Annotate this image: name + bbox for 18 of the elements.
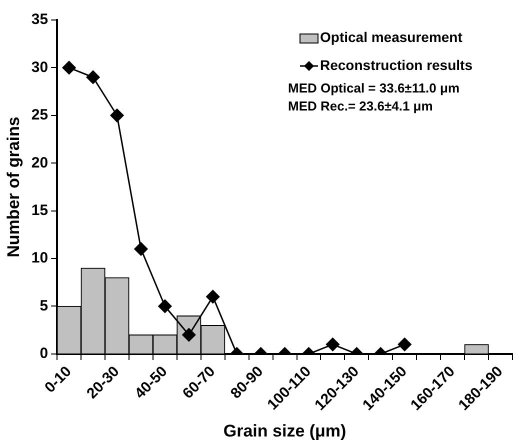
x-axis-title: Grain size (μm) <box>223 421 346 440</box>
y-tick-label: 30 <box>31 58 48 76</box>
y-tick-label: 20 <box>31 154 48 172</box>
y-tick-label: 5 <box>40 297 48 314</box>
annotation: MED Rec.= 23.6±4.1 μm <box>288 98 433 114</box>
point <box>62 60 76 74</box>
y-tick-label: 25 <box>31 106 48 124</box>
point <box>110 108 124 122</box>
point <box>86 70 100 84</box>
legend-label: Reconstruction results <box>320 56 473 73</box>
y-tick-label: 15 <box>31 202 48 219</box>
x-tick-label: 0-10 <box>42 363 75 396</box>
legend-label: Optical measurement <box>320 28 463 45</box>
y-tick-label: 0 <box>40 345 48 362</box>
y-tick-label: 10 <box>31 250 48 267</box>
y-axis-title: Number of grains <box>4 116 23 258</box>
y-tick-label: 35 <box>31 11 48 28</box>
annotation: MED Optical = 33.6±11.0 μm <box>288 80 460 96</box>
